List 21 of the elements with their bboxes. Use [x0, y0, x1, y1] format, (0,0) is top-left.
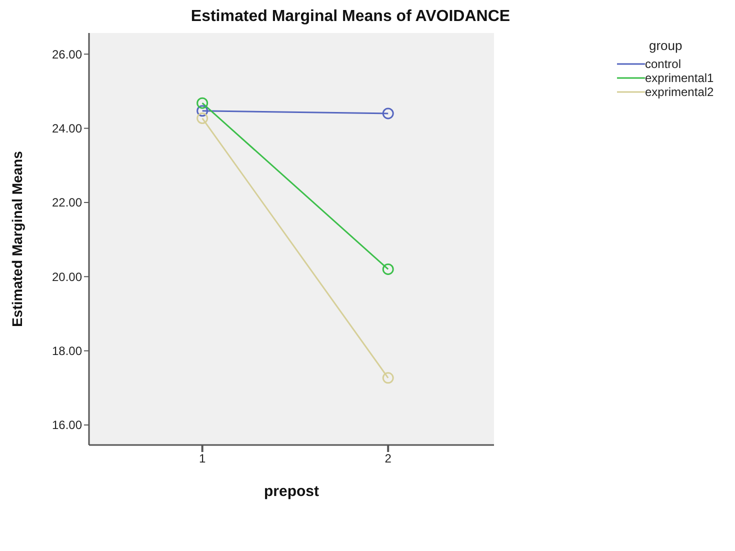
point — [196, 97, 208, 109]
point — [196, 112, 208, 124]
y-axis-title: Estimated Marginal Means — [8, 150, 25, 327]
y-tick-label: 26.00 — [52, 47, 82, 62]
point — [382, 108, 394, 120]
y-tick-label: 20.00 — [52, 270, 82, 284]
point — [382, 263, 394, 275]
y-tick-label: 22.00 — [52, 196, 82, 210]
y-tick-label: 16.00 — [52, 418, 82, 432]
legend-label: control — [645, 57, 682, 71]
x-axis-title: prepost — [264, 483, 320, 500]
y-tick-label: 18.00 — [52, 344, 82, 358]
legend-title: group — [648, 38, 684, 53]
legend-label: exprimental2 — [645, 85, 714, 99]
x-tick-label: 1 — [198, 452, 206, 466]
x-tick-label: 2 — [384, 452, 392, 466]
point — [196, 105, 208, 117]
y-tick-label: 24.00 — [52, 122, 82, 136]
chart-title: Estimated Marginal Means of AVOIDANCE — [190, 8, 512, 26]
point — [382, 372, 394, 384]
legend-label: exprimental1 — [645, 71, 714, 85]
